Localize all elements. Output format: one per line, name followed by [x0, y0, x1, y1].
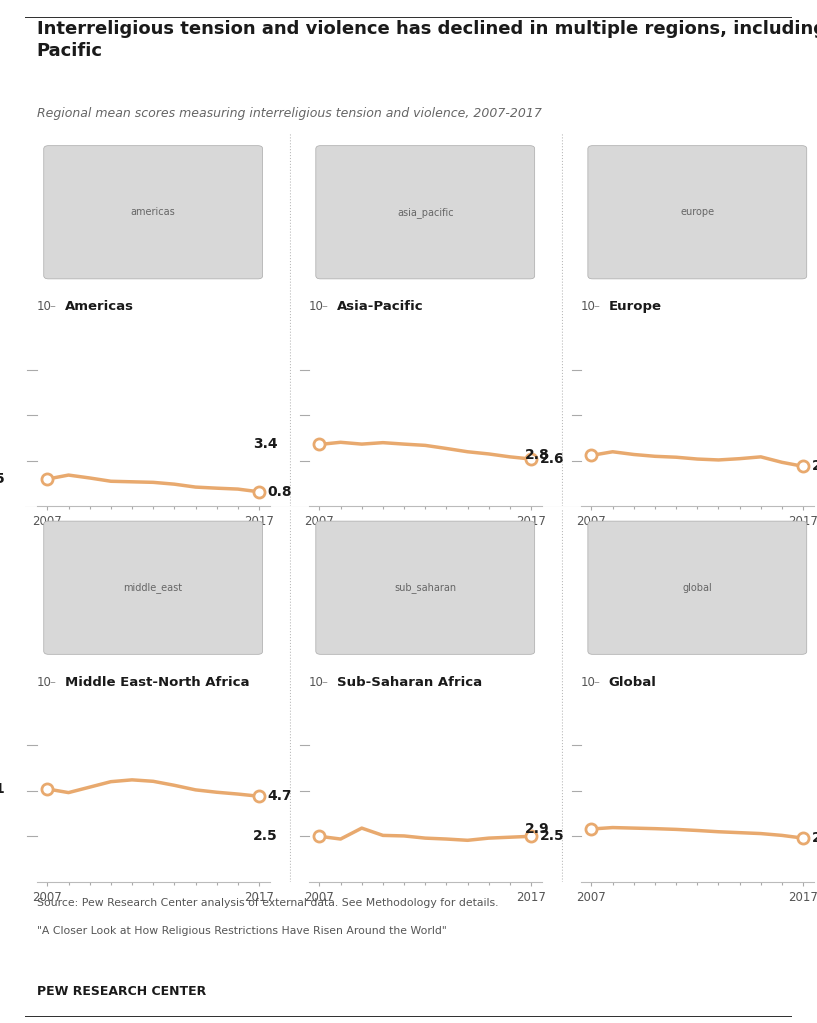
Text: 10: 10 [37, 301, 51, 313]
Text: Source: Pew Research Center analysis of external data. See Methodology for detai: Source: Pew Research Center analysis of … [37, 898, 498, 907]
Text: –: – [322, 676, 328, 688]
Text: 2.6: 2.6 [539, 452, 564, 466]
Text: europe: europe [681, 208, 714, 217]
Text: 2.9: 2.9 [525, 822, 550, 836]
FancyBboxPatch shape [588, 521, 806, 655]
FancyBboxPatch shape [588, 145, 806, 279]
Text: 10: 10 [309, 676, 324, 688]
FancyBboxPatch shape [44, 145, 262, 279]
Text: 10: 10 [309, 301, 324, 313]
Text: global: global [682, 583, 712, 592]
Text: 2.5: 2.5 [539, 830, 565, 843]
FancyBboxPatch shape [316, 145, 534, 279]
Text: 5.1: 5.1 [0, 782, 6, 796]
Text: americas: americas [131, 208, 176, 217]
Text: asia_pacific: asia_pacific [397, 207, 453, 218]
Text: –: – [322, 301, 328, 313]
Text: PEW RESEARCH CENTER: PEW RESEARCH CENTER [37, 984, 206, 997]
FancyBboxPatch shape [316, 521, 534, 655]
Text: 2.8: 2.8 [525, 448, 550, 462]
Text: –: – [594, 301, 600, 313]
Text: –: – [50, 301, 56, 313]
Text: Sub-Saharan Africa: Sub-Saharan Africa [337, 676, 482, 688]
Text: 10: 10 [581, 676, 596, 688]
Text: 2.2: 2.2 [811, 459, 817, 474]
Text: Interreligious tension and violence has declined in multiple regions, including : Interreligious tension and violence has … [37, 20, 817, 60]
Text: –: – [594, 676, 600, 688]
Text: 1.5: 1.5 [0, 472, 6, 486]
Text: Americas: Americas [65, 301, 134, 313]
FancyBboxPatch shape [44, 521, 262, 655]
Text: 10: 10 [581, 301, 596, 313]
Text: –: – [50, 676, 56, 688]
Text: Global: Global [609, 676, 657, 688]
Text: 2.4: 2.4 [811, 831, 817, 845]
Text: 2.5: 2.5 [253, 830, 278, 843]
Text: Regional mean scores measuring interreligious tension and violence, 2007-2017: Regional mean scores measuring interreli… [37, 107, 542, 121]
Text: Asia-Pacific: Asia-Pacific [337, 301, 423, 313]
Text: 0.8: 0.8 [267, 485, 292, 499]
Text: 3.4: 3.4 [253, 438, 278, 451]
Text: Europe: Europe [609, 301, 662, 313]
Text: 10: 10 [37, 676, 51, 688]
Text: 4.7: 4.7 [267, 789, 292, 803]
Text: Middle East-North Africa: Middle East-North Africa [65, 676, 249, 688]
Text: middle_east: middle_east [123, 582, 183, 593]
Text: "A Closer Look at How Religious Restrictions Have Risen Around the World": "A Closer Look at How Religious Restrict… [37, 926, 447, 936]
Text: sub_saharan: sub_saharan [394, 582, 457, 593]
